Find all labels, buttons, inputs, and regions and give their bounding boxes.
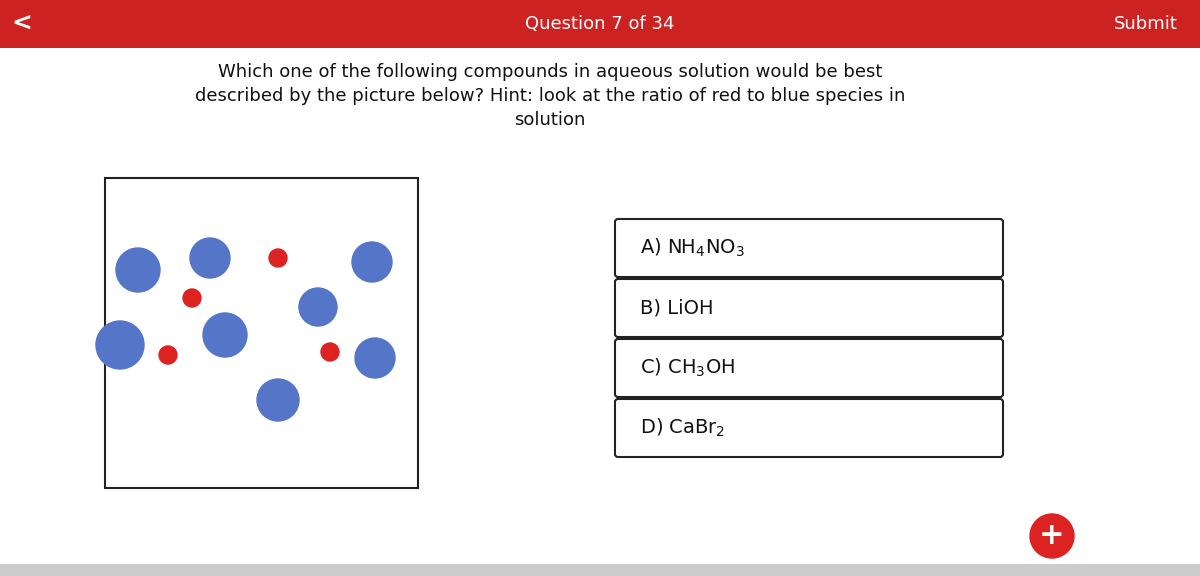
Circle shape xyxy=(269,249,287,267)
Text: B) LiOH: B) LiOH xyxy=(640,298,714,317)
FancyBboxPatch shape xyxy=(616,399,1003,457)
Text: solution: solution xyxy=(515,111,586,129)
Bar xyxy=(0,564,1200,576)
Circle shape xyxy=(355,338,395,378)
Circle shape xyxy=(158,346,178,364)
FancyBboxPatch shape xyxy=(106,178,418,488)
FancyBboxPatch shape xyxy=(616,279,1003,337)
Text: <: < xyxy=(12,12,32,36)
Circle shape xyxy=(322,343,340,361)
Circle shape xyxy=(1030,514,1074,558)
Circle shape xyxy=(257,379,299,421)
Text: described by the picture below? Hint: look at the ratio of red to blue species i: described by the picture below? Hint: lo… xyxy=(194,87,905,105)
Text: D) CaBr$_2$: D) CaBr$_2$ xyxy=(640,417,725,439)
Circle shape xyxy=(190,238,230,278)
Circle shape xyxy=(182,289,202,307)
Circle shape xyxy=(203,313,247,357)
FancyBboxPatch shape xyxy=(616,339,1003,397)
Text: C) CH$_3$OH: C) CH$_3$OH xyxy=(640,357,736,379)
Circle shape xyxy=(299,288,337,326)
Text: A) NH$_4$NO$_3$: A) NH$_4$NO$_3$ xyxy=(640,237,745,259)
FancyBboxPatch shape xyxy=(616,219,1003,277)
Bar xyxy=(0,0,1200,48)
Text: Submit: Submit xyxy=(1114,15,1178,33)
Circle shape xyxy=(96,321,144,369)
Text: Question 7 of 34: Question 7 of 34 xyxy=(526,15,674,33)
Text: +: + xyxy=(1039,521,1064,551)
Circle shape xyxy=(352,242,392,282)
Text: Which one of the following compounds in aqueous solution would be best: Which one of the following compounds in … xyxy=(218,63,882,81)
Circle shape xyxy=(116,248,160,292)
